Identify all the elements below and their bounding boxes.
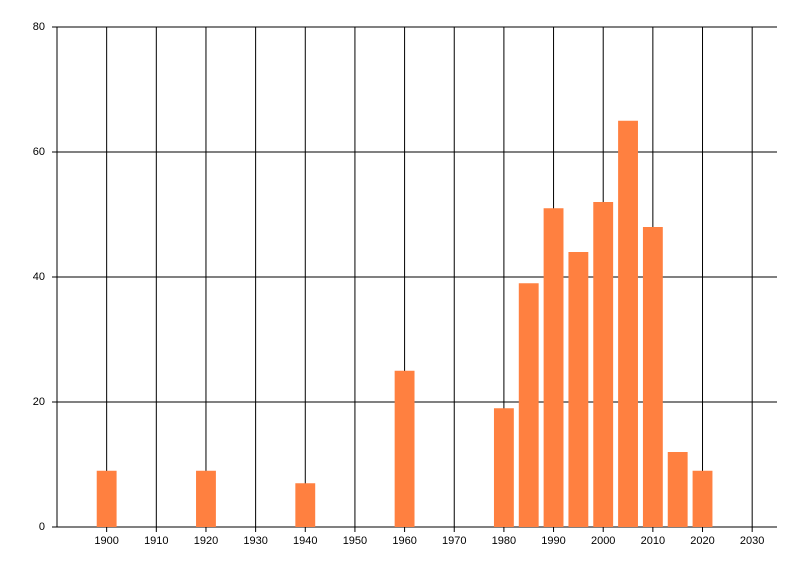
y-tick-label: 40 xyxy=(33,271,45,283)
bar xyxy=(394,370,415,527)
bar xyxy=(518,283,539,527)
bar xyxy=(642,227,663,527)
x-tick-label: 1910 xyxy=(144,535,168,547)
x-tick-label: 1930 xyxy=(243,535,267,547)
x-tick-label: 1990 xyxy=(541,535,565,547)
x-tick-label: 1980 xyxy=(492,535,516,547)
x-tick-label: 1920 xyxy=(194,535,218,547)
x-tick-label: 2020 xyxy=(690,535,714,547)
x-tick-label: 1970 xyxy=(442,535,466,547)
bar xyxy=(618,120,638,527)
bar xyxy=(96,470,117,527)
x-tick-label: 1900 xyxy=(94,535,118,547)
bar xyxy=(667,452,688,527)
x-tick-label: 2010 xyxy=(641,535,665,547)
bar xyxy=(295,483,316,527)
y-tick-label: 0 xyxy=(39,521,45,533)
bar xyxy=(692,470,713,527)
y-tick-label: 20 xyxy=(33,396,45,408)
bar xyxy=(568,252,589,527)
x-tick-label: 1940 xyxy=(293,535,317,547)
x-tick-label: 2030 xyxy=(740,535,764,547)
bar xyxy=(543,208,564,527)
y-tick-label: 80 xyxy=(33,21,45,33)
bar xyxy=(493,408,514,527)
bar xyxy=(196,470,216,527)
x-tick-label: 1960 xyxy=(392,535,416,547)
x-tick-label: 2000 xyxy=(591,535,615,547)
bar xyxy=(593,202,614,527)
x-tick-label: 1950 xyxy=(343,535,367,547)
y-tick-label: 60 xyxy=(33,146,45,158)
